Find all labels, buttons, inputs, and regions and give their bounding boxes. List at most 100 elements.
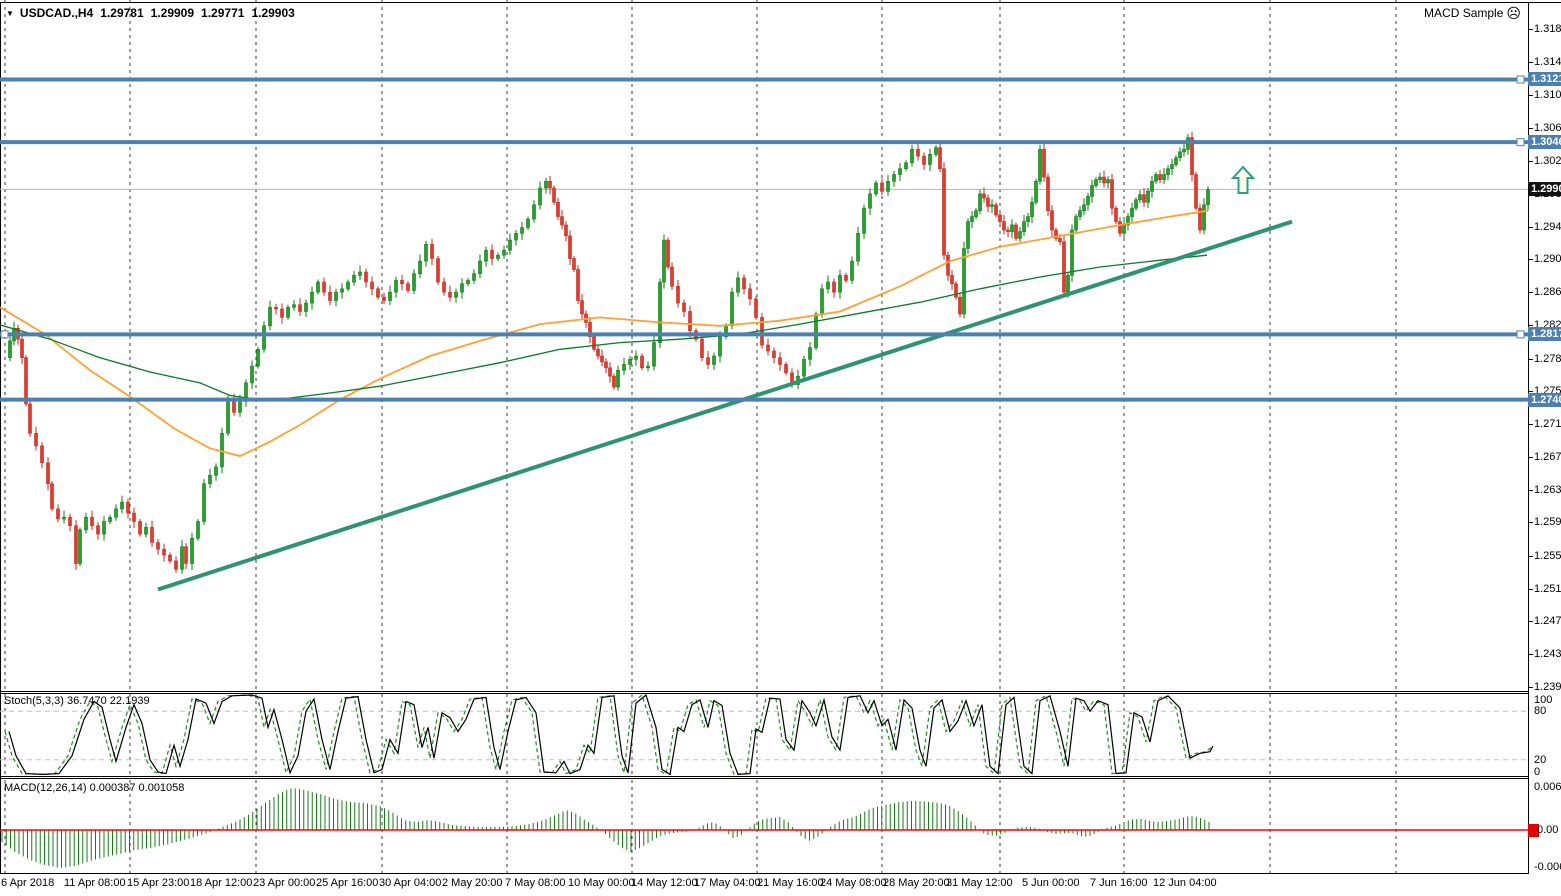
time-label[interactable]: 28 May 20:00 [883,877,950,889]
candle-body[interactable] [922,155,926,165]
candle-body[interactable] [718,336,722,357]
candle-body[interactable] [868,193,872,209]
candle-body[interactable] [322,281,326,293]
sr-line-handle[interactable] [0,330,9,339]
candle-body[interactable] [856,233,860,262]
candle-body[interactable] [652,342,656,367]
candle-body[interactable] [1130,207,1134,217]
candle-body[interactable] [874,182,878,195]
candle-body[interactable] [916,149,920,157]
candle-body[interactable] [1106,179,1110,184]
candle-body[interactable] [1070,229,1074,276]
candle-body[interactable] [784,364,788,374]
candle-body[interactable] [298,304,302,312]
candle-body[interactable] [730,291,734,327]
candle-body[interactable] [832,281,836,293]
candle-body[interactable] [962,248,966,315]
sr-line-handle[interactable] [1516,330,1525,339]
candle-body[interactable] [556,201,560,217]
candle-body[interactable] [946,254,950,276]
candle-body[interactable] [292,304,296,308]
candle-body[interactable] [1014,224,1018,239]
candle-body[interactable] [580,300,584,315]
candle-body[interactable] [742,277,746,290]
candle-body[interactable] [1126,216,1130,226]
candle-body[interactable] [1086,196,1090,206]
candle-body[interactable] [1042,149,1046,178]
candle-body[interactable] [838,275,842,293]
candle-body[interactable] [220,432,224,468]
candle-body[interactable] [954,283,958,298]
candle-body[interactable] [304,302,308,312]
candle-body[interactable] [376,288,380,298]
candle-body[interactable] [596,348,600,357]
candle-body[interactable] [1002,221,1006,231]
candle-body[interactable] [548,180,552,189]
candle-body[interactable] [108,516,112,522]
candle-body[interactable] [412,273,416,291]
candle-body[interactable] [394,280,398,293]
time-label[interactable]: 12 Jun 04:00 [1153,877,1217,889]
candle-body[interactable] [370,281,374,290]
candle-body[interactable] [352,275,356,283]
candle-body[interactable] [490,249,494,259]
candle-body[interactable] [78,529,82,564]
candle-body[interactable] [1066,275,1070,293]
candle-body[interactable] [736,277,740,293]
candle-body[interactable] [1194,174,1198,209]
candle-body[interactable] [1170,164,1174,169]
candle-body[interactable] [1074,216,1078,231]
candle-body[interactable] [496,254,500,259]
time-label[interactable]: 7 May 08:00 [505,877,566,889]
candle-body[interactable] [970,216,974,222]
time-label[interactable]: 17 May 04:00 [694,877,761,889]
candle-body[interactable] [1118,221,1122,234]
candle-body[interactable] [850,260,854,281]
candle-body[interactable] [994,204,998,216]
candle-body[interactable] [316,281,320,293]
candle-body[interactable] [1110,179,1114,209]
time-label[interactable]: 18 Apr 12:00 [190,877,253,889]
candle-body[interactable] [778,357,782,365]
candle-body[interactable] [34,432,38,447]
candle-body[interactable] [226,397,230,434]
candle-body[interactable] [634,355,638,360]
candle-body[interactable] [262,325,266,350]
time-label[interactable]: 14 May 12:00 [631,877,698,889]
candle-body[interactable] [280,308,284,318]
candle-body[interactable] [772,350,776,358]
candle-body[interactable] [168,554,172,562]
candle-body[interactable] [208,474,212,484]
candle-body[interactable] [448,291,452,298]
candle-body[interactable] [126,501,130,514]
candle-body[interactable] [40,445,44,463]
candle-body[interactable] [612,375,616,388]
candle-body[interactable] [844,275,848,281]
candle-body[interactable] [682,302,686,312]
candle-body[interactable] [1146,191,1150,203]
candle-body[interactable] [1134,199,1138,209]
candle-body[interactable] [1038,149,1042,182]
candle-body[interactable] [1058,238,1062,243]
candle-body[interactable] [802,359,806,377]
candle-body[interactable] [616,369,620,388]
time-label[interactable]: 25 Apr 16:00 [316,877,379,889]
candle-body[interactable] [1114,207,1118,222]
candle-body[interactable] [138,521,142,535]
candle-body[interactable] [552,187,556,203]
candle-body[interactable] [572,258,576,270]
candle-body[interactable] [974,210,978,217]
candle-body[interactable] [1030,201,1034,217]
candle-body[interactable] [196,521,200,539]
candle-body[interactable] [628,359,632,365]
candle-body[interactable] [622,364,626,371]
candle-body[interactable] [520,227,524,234]
candle-body[interactable] [880,182,884,192]
candle-body[interactable] [1094,179,1098,186]
candle-body[interactable] [666,239,670,268]
expert-advisor-status-icon[interactable]: ☹ [1506,5,1521,21]
candle-body[interactable] [658,281,662,343]
candle-body[interactable] [808,347,812,360]
candle-body[interactable] [754,298,758,318]
candle-body[interactable] [886,180,890,192]
